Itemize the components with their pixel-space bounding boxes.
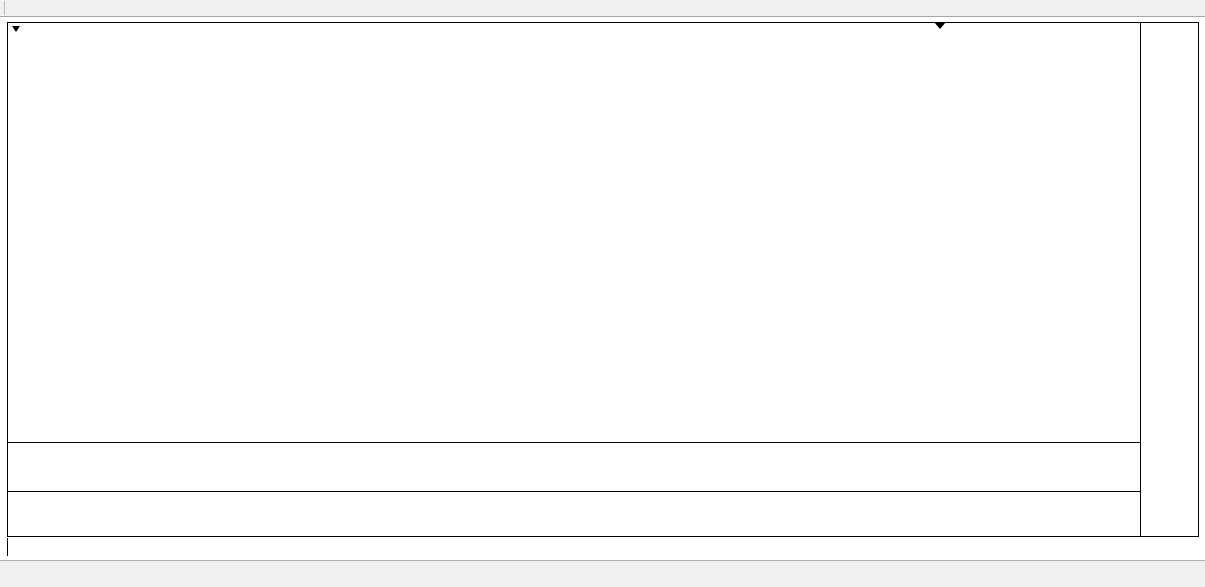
- macd-pane[interactable]: [8, 442, 1140, 490]
- tab-scroll-right-icon[interactable]: [1190, 565, 1205, 587]
- price-pane[interactable]: [8, 23, 1140, 441]
- rsi-series: [8, 492, 1140, 537]
- candlestick-series: [8, 23, 1140, 441]
- chart-top-marker-icon: [934, 23, 946, 29]
- toolbar-divider: [4, 1, 5, 15]
- chart-tabs: [0, 560, 1205, 587]
- price-axis[interactable]: [1140, 23, 1198, 536]
- date-axis[interactable]: [7, 538, 1199, 556]
- tab-scroll-left-icon[interactable]: [1175, 565, 1190, 587]
- rsi-pane[interactable]: [8, 491, 1140, 537]
- chart-frame[interactable]: [7, 22, 1199, 537]
- symbol-header: [12, 26, 45, 32]
- macd-series: [8, 443, 1140, 490]
- timeframe-toolbar: [0, 0, 1205, 17]
- chevron-down-icon[interactable]: [12, 26, 20, 32]
